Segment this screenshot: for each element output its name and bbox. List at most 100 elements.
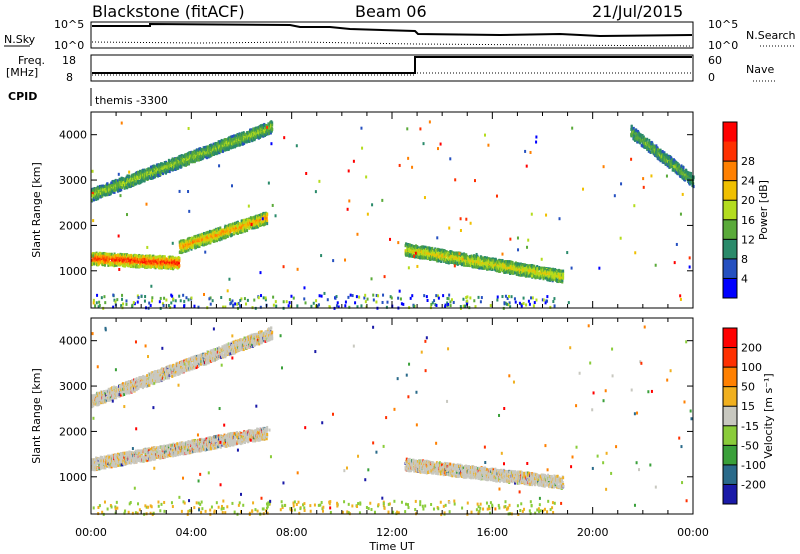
data-cell xyxy=(178,154,181,158)
data-cell xyxy=(133,180,136,184)
data-cell xyxy=(266,219,269,223)
data-cell xyxy=(461,255,464,259)
data-cell xyxy=(205,156,208,160)
data-cell xyxy=(630,127,633,131)
data-cell xyxy=(207,145,210,149)
data-cell xyxy=(244,225,247,229)
data-cell xyxy=(501,258,504,262)
data-cell xyxy=(514,270,517,274)
data-cell xyxy=(243,141,246,145)
data-cell xyxy=(172,266,175,270)
data-cell xyxy=(118,261,121,265)
data-cell xyxy=(414,248,417,252)
data-cell xyxy=(154,266,157,270)
data-cell xyxy=(224,145,227,149)
data-cell xyxy=(262,128,265,132)
data-cell xyxy=(532,265,535,269)
nave-tick-high: 60 xyxy=(708,54,722,67)
data-cell xyxy=(188,242,191,246)
data-cell xyxy=(128,176,131,180)
nsky-tick-low: 10^0 xyxy=(54,39,84,52)
data-cell xyxy=(194,158,197,162)
data-cell xyxy=(230,229,233,233)
data-cell xyxy=(101,252,104,256)
data-cell xyxy=(144,264,147,268)
data-cell xyxy=(465,253,468,257)
data-cell xyxy=(132,183,135,187)
data-cell xyxy=(185,245,188,249)
data-cell xyxy=(217,140,220,144)
data-cell xyxy=(445,250,448,254)
data-cell xyxy=(243,224,246,228)
data-cell xyxy=(234,221,237,225)
data-cell xyxy=(252,129,255,133)
data-cell xyxy=(515,264,518,268)
data-cell xyxy=(271,121,274,125)
data-cell xyxy=(426,246,429,250)
nsearch-tick-low: 10^0 xyxy=(708,39,738,52)
data-cell xyxy=(143,255,146,259)
data-cell xyxy=(235,231,238,235)
data-cell xyxy=(180,246,183,250)
data-cell xyxy=(557,271,560,275)
data-cell xyxy=(184,249,187,253)
data-cell xyxy=(470,254,473,258)
data-cell xyxy=(247,132,250,136)
data-cell xyxy=(177,165,180,169)
data-cell xyxy=(180,165,183,169)
data-cell xyxy=(167,265,170,269)
data-cell xyxy=(531,270,534,274)
data-cell xyxy=(491,267,494,271)
data-cell xyxy=(190,236,193,240)
data-cell xyxy=(632,126,635,130)
data-cell xyxy=(110,252,113,256)
data-cell xyxy=(521,264,524,268)
data-cell xyxy=(98,184,101,188)
data-cell xyxy=(168,170,171,174)
nsky-curve xyxy=(92,22,693,38)
data-cell xyxy=(141,178,144,182)
data-cell xyxy=(271,123,274,127)
data-cell xyxy=(453,261,456,265)
data-cell xyxy=(562,276,565,280)
data-cell xyxy=(107,263,110,267)
data-cell xyxy=(210,239,213,243)
data-cell xyxy=(101,260,104,264)
data-cell xyxy=(103,263,106,267)
data-cell xyxy=(122,253,125,257)
data-cell xyxy=(174,157,177,161)
data-cell xyxy=(198,158,201,162)
data-cell xyxy=(155,265,158,269)
nave-label: Nave xyxy=(746,63,774,76)
data-cell xyxy=(222,141,225,145)
data-cell xyxy=(227,138,230,142)
data-cell xyxy=(113,263,116,267)
data-cell xyxy=(500,262,503,266)
data-cell xyxy=(177,261,180,265)
data-cell xyxy=(223,230,226,234)
data-cell xyxy=(633,133,636,137)
data-cell xyxy=(231,134,234,138)
data-cell xyxy=(127,254,130,258)
data-cell xyxy=(502,268,505,272)
data-cell xyxy=(634,131,637,135)
data-cell xyxy=(261,131,264,135)
data-cell xyxy=(151,166,154,170)
data-cell xyxy=(98,257,101,261)
nsearch-label: N.Search xyxy=(746,29,796,42)
data-cell xyxy=(508,263,511,267)
data-cell xyxy=(167,158,170,162)
data-cell xyxy=(108,188,111,192)
data-cell xyxy=(526,271,529,275)
cpid-value: themis -3300 xyxy=(95,94,168,107)
data-cell xyxy=(127,185,130,189)
data-cell xyxy=(432,254,435,258)
data-cell xyxy=(129,256,132,260)
data-cell xyxy=(448,258,451,262)
data-cell xyxy=(96,252,99,256)
data-cell xyxy=(491,260,494,264)
data-cell xyxy=(560,269,563,273)
data-cell xyxy=(104,193,107,197)
data-cell xyxy=(134,254,137,258)
data-cell xyxy=(201,238,204,242)
